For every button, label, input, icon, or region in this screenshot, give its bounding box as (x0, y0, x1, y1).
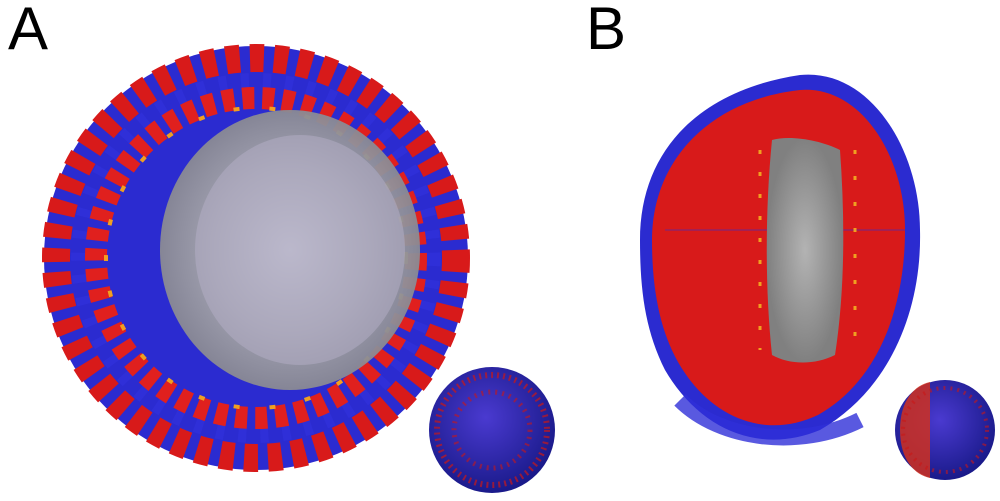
vesicle-b (640, 74, 921, 446)
vesicle-a-headgroups-mid (71, 73, 441, 443)
vesicle-b-bottom-headgroups (674, 394, 864, 446)
vesicle-a-inset-sphere (429, 367, 555, 493)
vesicle-b-inset (895, 380, 995, 480)
vesicle-a-inset-texture-inner (451, 389, 533, 471)
vesicle-b-inset-cut (900, 382, 930, 478)
panel-label-a: A (8, 0, 49, 62)
vesicle-a-inner-leaflet (195, 135, 405, 365)
panel-label-b: B (586, 0, 627, 62)
vesicle-a-inset-texture (434, 372, 550, 488)
vesicle-a-inset (429, 367, 555, 493)
vesicle-b-interior (766, 138, 844, 363)
vesicle-a-tails-outer (42, 44, 470, 472)
vesicle-b-inset-texture (901, 386, 989, 474)
vesicle-a (42, 44, 470, 472)
